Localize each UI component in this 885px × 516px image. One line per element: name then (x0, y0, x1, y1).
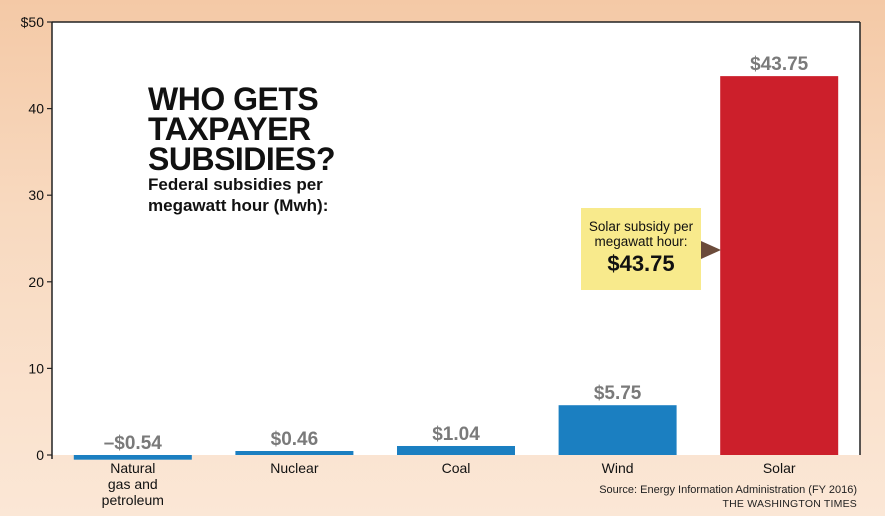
x-tick-label: Solar (763, 460, 796, 476)
x-tick-label-line: Coal (442, 460, 471, 476)
y-tick-label: $50 (21, 14, 45, 30)
publisher-name: THE WASHINGTON TIMES (722, 498, 857, 510)
x-tick-label: Wind (602, 460, 634, 476)
callout-text-line1: Solar subsidy per (588, 219, 694, 234)
chart-subtitle: Federal subsidies per megawatt hour (Mwh… (148, 175, 329, 215)
callout-arrow-icon (701, 241, 721, 259)
y-tick-label: 30 (28, 187, 44, 203)
solar-callout-box: Solar subsidy per megawatt hour: $43.75 (581, 208, 701, 290)
bar (558, 405, 677, 455)
bar (73, 455, 192, 460)
chart-title: WHO GETS TAXPAYER SUBSIDIES? (148, 81, 336, 177)
callout-text-line2: megawatt hour: (594, 234, 688, 249)
y-tick-label: 10 (28, 360, 44, 376)
source-note: Source: Energy Information Administratio… (599, 483, 857, 511)
chart-title-block: WHO GETS TAXPAYER SUBSIDIES? Federal sub… (148, 81, 378, 216)
y-tick-label: 0 (36, 447, 44, 463)
x-tick-label-line: Wind (602, 460, 634, 476)
bar-value-label: $43.75 (750, 54, 809, 75)
y-tick-label: 40 (28, 101, 44, 117)
x-tick-label: Natural gas and petroleum (102, 460, 164, 508)
bar-value-label: $5.75 (594, 383, 642, 404)
bar (720, 76, 839, 455)
x-tick-label-line: Natural (110, 460, 155, 476)
x-tick-label: Nuclear (270, 460, 319, 476)
bar-value-label: $0.46 (271, 429, 319, 450)
x-tick-label-line: Solar (763, 460, 796, 476)
bar (235, 451, 354, 455)
x-tick-label: Coal (442, 460, 471, 476)
x-tick-label-line: Nuclear (270, 460, 319, 476)
y-tick-label: 20 (28, 274, 44, 290)
bar (397, 445, 515, 455)
source-text: Source: Energy Information Administratio… (599, 484, 857, 496)
x-tick-label-line: petroleum (102, 492, 164, 508)
x-tick-label-line: gas and (108, 476, 158, 492)
callout-value: $43.75 (607, 251, 675, 276)
bar-value-label: $1.04 (432, 424, 480, 445)
bar-value-label: –$0.54 (104, 433, 163, 454)
